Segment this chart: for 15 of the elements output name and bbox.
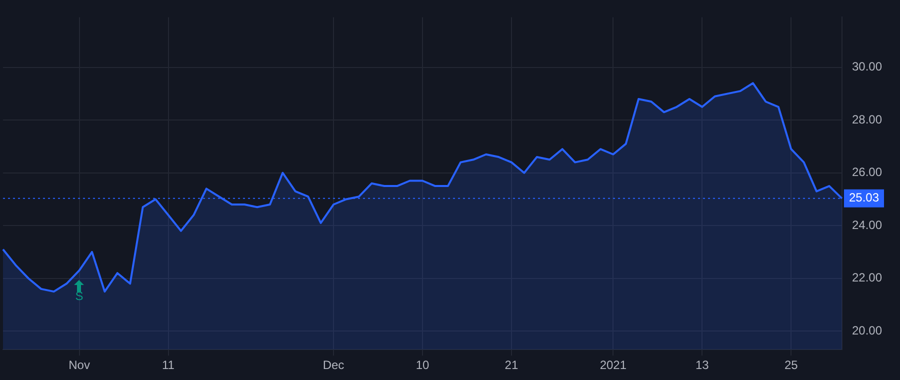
ref-line-label: 25.03 (848, 190, 880, 205)
x-tick-label: Dec (322, 358, 344, 372)
y-tick-label: 24.00 (852, 218, 882, 232)
y-tick-label: 22.00 (852, 270, 882, 285)
y-tick-label: 20.00 (852, 323, 882, 338)
x-tick-label: 13 (695, 358, 710, 372)
y-tick-label: 28.00 (852, 112, 882, 126)
x-tick-label: 2021 (600, 358, 627, 372)
x-tick-label: 10 (416, 358, 430, 372)
y-tick-label: 26.00 (852, 165, 882, 180)
x-tick-label: 11 (162, 358, 175, 372)
x-tick-label: 21 (504, 358, 518, 372)
y-tick-label: 30.00 (852, 60, 882, 74)
x-tick-label: Nov (68, 358, 90, 372)
x-tick-label: 25 (784, 358, 798, 372)
